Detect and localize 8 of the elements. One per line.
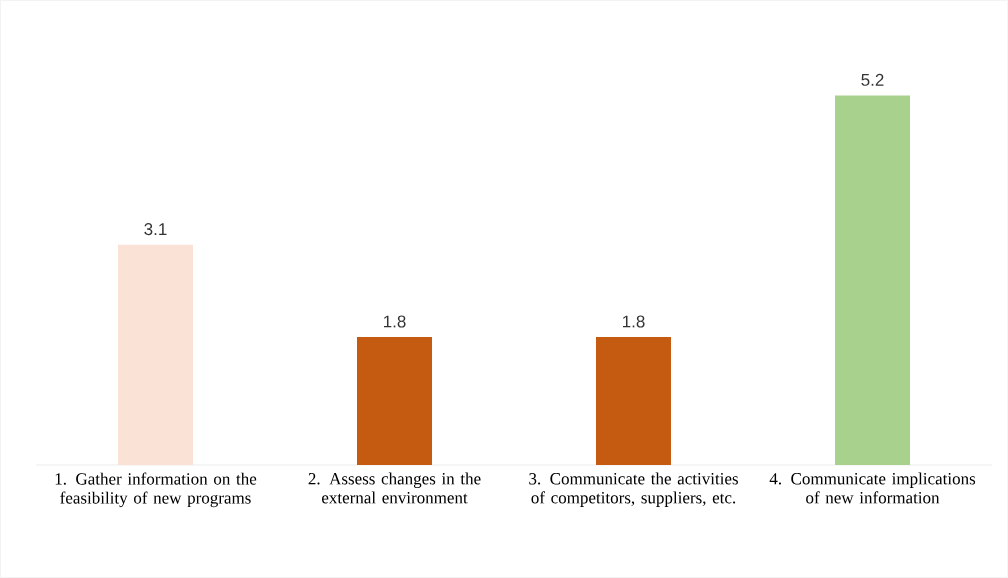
data-label: 5.2: [861, 73, 884, 86]
x-tick-label: 3. Communicate the activities of competitors, suppliers, etc.: [529, 472, 738, 507]
data-label: 1.8: [383, 315, 406, 328]
data-label: 1.8: [623, 315, 645, 328]
data-label: 3.1: [144, 223, 167, 236]
x-tick-label: 4. Communicate implications of new information: [769, 472, 976, 504]
x-tick-label: 1. Gather information on the feasibility of new programs: [55, 472, 257, 508]
x-tick-label: 2. Assess changes in the external environment: [308, 472, 481, 504]
